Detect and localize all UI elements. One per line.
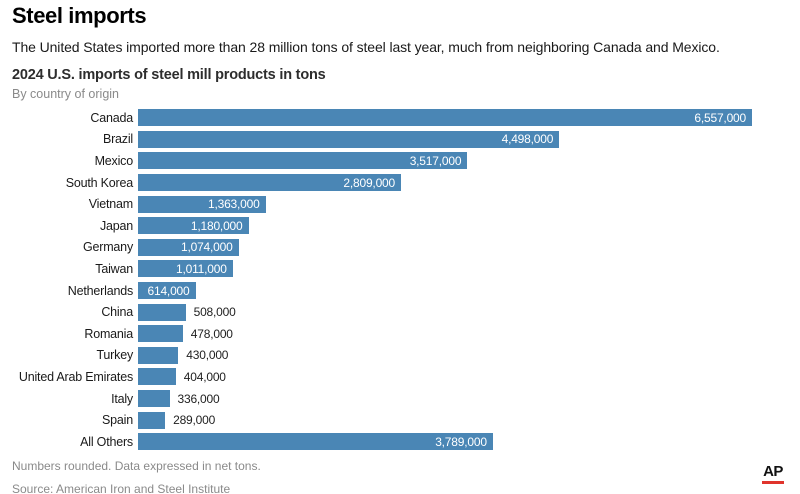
country-label: Brazil: [102, 132, 133, 147]
bar: 2,809,000: [138, 174, 401, 192]
value-label: 6,557,000: [694, 110, 746, 125]
bar-track: 1,180,000: [138, 217, 800, 235]
country-label: Mexico: [94, 153, 134, 168]
ap-logo-text: AP: [763, 463, 783, 480]
value-label: 404,000: [183, 369, 226, 384]
value-label: 4,498,000: [501, 132, 554, 147]
value-label: 1,363,000: [208, 197, 260, 212]
bar-row: Taiwan 1,011,000: [12, 260, 800, 278]
bar: 1,011,000: [138, 260, 233, 278]
value-label: 478,000: [190, 326, 233, 341]
bar-row: South Korea 2,809,000: [12, 174, 800, 192]
country-label: United Arab Emirates: [18, 369, 133, 384]
bar-row: China 508,000: [12, 303, 800, 321]
bar-track: 3,789,000: [138, 433, 800, 451]
bar: [138, 325, 183, 343]
bar-row: Spain 289,000: [12, 411, 800, 429]
bar-track: 3,517,000: [138, 152, 800, 170]
bar: 3,789,000: [138, 433, 493, 451]
bar-track: 4,498,000: [138, 130, 800, 148]
bar: 614,000: [138, 282, 196, 300]
bar: [138, 303, 186, 321]
bar: [138, 368, 176, 386]
chart-note: Numbers rounded. Data expressed in net t…: [12, 459, 261, 474]
bar-track: 289,000: [138, 411, 800, 429]
country-label: Germany: [82, 240, 133, 255]
value-label: 3,517,000: [409, 153, 462, 168]
bar-row: Germany 1,074,000: [12, 238, 800, 256]
value-label: 2,809,000: [343, 175, 395, 190]
country-label: South Korea: [65, 175, 133, 190]
country-label: Japan: [99, 218, 133, 233]
value-label: 508,000: [193, 305, 236, 320]
value-label: 1,074,000: [181, 240, 233, 255]
country-label: China: [101, 305, 133, 320]
bar-row: Japan 1,180,000: [12, 217, 800, 235]
country-label: Taiwan: [95, 261, 133, 276]
value-label: 336,000: [177, 391, 220, 406]
country-label: Romania: [84, 326, 133, 341]
bar-track: 336,000: [138, 390, 800, 407]
bar-track: 2,809,000: [138, 174, 800, 192]
country-label: Spain: [102, 413, 133, 428]
value-label: 614,000: [147, 283, 190, 298]
bar: [138, 411, 166, 429]
country-label: Turkey: [96, 348, 133, 363]
bar: 6,557,000: [138, 109, 752, 127]
country-label: Italy: [111, 391, 133, 406]
bar-row: Turkey 430,000: [12, 346, 800, 364]
bar-row: Italy 336,000: [12, 390, 800, 407]
value-label: 1,011,000: [175, 261, 227, 276]
bar: [138, 346, 179, 364]
bar-track: 478,000: [138, 325, 800, 343]
source-credit: Source: American Iron and Steel Institut…: [12, 482, 231, 494]
value-label: 430,000: [186, 348, 229, 363]
country-label: Vietnam: [88, 197, 133, 212]
bar: 3,517,000: [138, 152, 468, 170]
chart-subtitle: By country of origin: [12, 87, 119, 102]
bar-row: Vietnam 1,363,000: [12, 195, 800, 213]
bar-row: Netherlands 614,000: [12, 282, 800, 300]
bar-row: Romania 478,000: [12, 325, 800, 343]
bar-row: Canada 6,557,000: [12, 109, 800, 127]
bar: 1,363,000: [138, 195, 266, 213]
country-label: Canada: [90, 110, 133, 125]
bar-row: Mexico 3,517,000: [12, 152, 800, 170]
bar: 1,074,000: [138, 238, 239, 256]
chart-title: 2024 U.S. imports of steel mill products…: [12, 67, 326, 84]
bar-row: Brazil 4,498,000: [12, 130, 800, 148]
bar-chart: Canada 6,557,000 Brazil 4,498,000 Mexico 3,51…: [12, 109, 800, 451]
bar: 1,180,000: [138, 217, 249, 235]
bar-track: 614,000: [138, 282, 800, 300]
bar-track: 404,000: [138, 368, 800, 386]
bar: 4,498,000: [138, 130, 560, 148]
country-label: Netherlands: [67, 283, 133, 298]
page-subtitle: The United States imported more than 28 …: [12, 39, 720, 56]
bar-track: 1,363,000: [138, 195, 800, 213]
ap-logo: AP: [762, 464, 784, 484]
bar-track: 1,074,000: [138, 238, 800, 256]
bar-track: 430,000: [138, 346, 800, 364]
bar-row: All Others 3,789,000: [12, 433, 800, 451]
bar-track: 6,557,000: [138, 109, 800, 127]
page-title: Steel imports: [12, 3, 147, 28]
bar-row: United Arab Emirates 404,000: [12, 368, 800, 386]
value-label: 289,000: [173, 413, 216, 428]
value-label: 3,789,000: [435, 434, 487, 449]
bar-track: 1,011,000: [138, 260, 800, 278]
country-label: All Others: [80, 434, 133, 449]
ap-logo-underline: [762, 481, 784, 484]
bar: [138, 390, 170, 407]
value-label: 1,180,000: [190, 218, 243, 233]
bar-track: 508,000: [138, 303, 800, 321]
